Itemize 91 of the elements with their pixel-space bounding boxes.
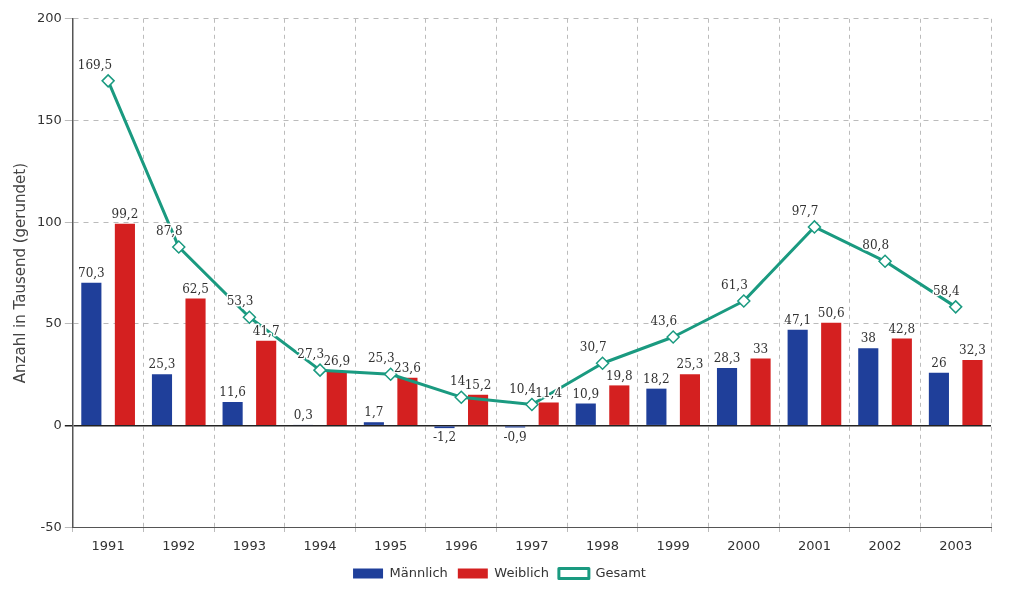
data-label: 25,3 — [367, 351, 395, 366]
data-label: 0,3 — [293, 408, 313, 423]
bar — [646, 388, 667, 425]
y-tick-label: 150 — [36, 111, 62, 127]
point — [242, 310, 257, 324]
data-label: 19,8 — [605, 368, 633, 383]
point — [525, 397, 539, 412]
data-label: 23,6 — [394, 360, 421, 375]
x-tick-label: 2003 — [939, 537, 973, 553]
y-tick-label: 100 — [36, 213, 62, 229]
bar — [750, 358, 771, 425]
bar — [858, 348, 879, 425]
data-label: 61,3 — [721, 278, 748, 293]
bar — [716, 368, 738, 425]
data-label: 38 — [860, 331, 876, 346]
data-label: 43,6 — [650, 314, 678, 329]
data-label: -0,9 — [503, 429, 527, 444]
x-tick-label: 1996 — [444, 537, 478, 553]
data-label: 50,6 — [817, 305, 845, 320]
y-tick-label: -50 — [40, 518, 62, 534]
legend-label: Gesamt — [595, 564, 646, 580]
point — [666, 330, 680, 344]
data-label: 18,2 — [643, 371, 670, 386]
data-label: 97,7 — [791, 204, 819, 219]
data-label: 11,6 — [219, 385, 246, 400]
data-label: 10,9 — [572, 386, 600, 401]
data-label: 47,1 — [784, 312, 812, 327]
bar — [891, 338, 912, 425]
bar — [609, 385, 630, 425]
x-tick-label: 1995 — [374, 537, 408, 553]
data-label: 42,8 — [888, 321, 916, 336]
data-label: 169,5 — [77, 57, 113, 72]
x-tick-label: 1991 — [91, 537, 125, 553]
bar — [397, 377, 418, 425]
data-label: 32,3 — [959, 343, 986, 358]
data-label: 25,3 — [676, 357, 704, 372]
bar — [787, 329, 808, 425]
data-label: 70,3 — [77, 265, 105, 280]
bar — [575, 403, 596, 425]
bar — [326, 370, 347, 425]
bar — [151, 374, 173, 425]
bar — [538, 402, 559, 425]
bar — [679, 374, 701, 425]
data-label: 15,2 — [464, 377, 492, 392]
x-tick-label: 2001 — [797, 537, 831, 553]
y-axis-title: Anzahl in Tausend (gerundet) — [10, 163, 29, 384]
point — [948, 300, 963, 314]
point — [172, 240, 186, 254]
data-label: 62,5 — [182, 281, 209, 296]
point — [454, 390, 469, 404]
point — [737, 294, 751, 308]
data-label: 27,3 — [297, 347, 325, 362]
data-label: 26 — [931, 355, 947, 370]
x-tick-label: 1993 — [232, 537, 266, 553]
data-label: 26,9 — [323, 354, 351, 369]
data-label: 99,2 — [111, 206, 139, 221]
bar — [962, 359, 983, 425]
x-tick-label: 1992 — [162, 537, 196, 553]
point — [878, 254, 892, 269]
data-label: -1,2 — [432, 430, 457, 445]
data-label: 30,7 — [579, 340, 607, 355]
data-label: 10,4 — [509, 381, 537, 396]
bar — [256, 340, 277, 425]
data-label: 58,4 — [932, 284, 961, 298]
bar — [928, 372, 949, 425]
point — [101, 74, 115, 88]
y-tick-label: 200 — [36, 10, 62, 26]
bar — [222, 402, 243, 425]
data-label: 1,7 — [364, 405, 384, 420]
bar — [821, 322, 842, 425]
x-tick-label: 1999 — [656, 537, 690, 553]
x-tick-label: 1994 — [303, 537, 337, 553]
x-tick-label: 1998 — [585, 537, 620, 553]
y-tick-label: 0 — [53, 417, 62, 433]
bar — [81, 282, 102, 425]
data-label: 14 — [450, 374, 466, 389]
x-tick-label: 2000 — [727, 537, 761, 553]
point — [595, 356, 610, 370]
legend-label: Weiblich — [494, 564, 549, 580]
point — [807, 220, 822, 234]
data-label: 28,3 — [713, 351, 741, 366]
x-tick-label: 1997 — [515, 537, 549, 553]
bar — [114, 223, 135, 425]
y-tick-label: 50 — [45, 315, 62, 331]
legend-label: Männlich — [389, 564, 448, 580]
x-tick-label: 2002 — [868, 537, 902, 553]
bar — [185, 298, 206, 425]
data-label: 33 — [752, 341, 769, 356]
data-label: 25,3 — [148, 357, 176, 372]
data-label: 80,8 — [862, 238, 890, 253]
bar — [363, 422, 384, 425]
